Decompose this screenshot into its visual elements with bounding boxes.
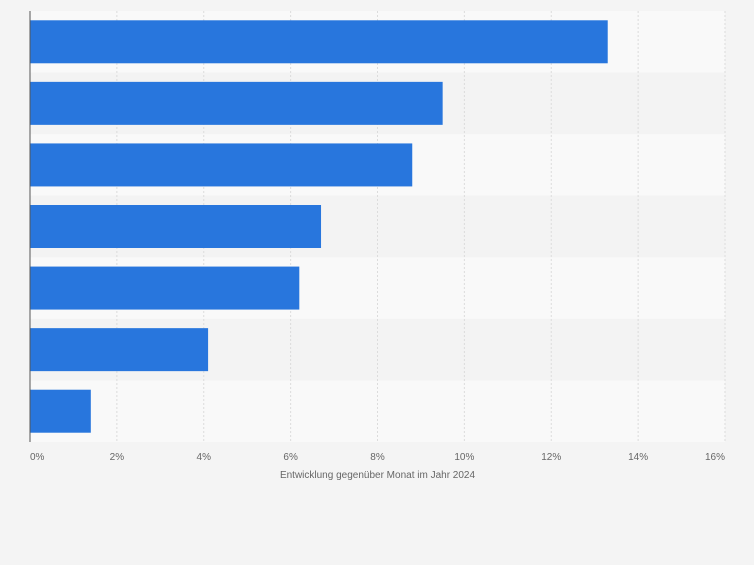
x-tick-labels: 0% 2% 4% 6% 8% 10% 12% 14% 16% (30, 452, 725, 463)
x-tick-label: 6% (283, 452, 298, 463)
bar[interactable] (30, 20, 608, 64)
bar[interactable] (30, 81, 443, 125)
bar[interactable] (30, 328, 209, 372)
bar[interactable] (30, 205, 322, 248)
bar[interactable] (30, 389, 91, 433)
x-tick-label: 8% (370, 452, 385, 463)
x-tick-label: 2% (110, 452, 125, 463)
x-tick-label: 12% (541, 452, 561, 463)
x-tick-label: 4% (197, 452, 212, 463)
bar[interactable] (30, 266, 300, 310)
x-tick-label: 16% (705, 452, 725, 463)
x-axis-label: Entwicklung gegenüber Monat im Jahr 2024 (280, 470, 476, 481)
x-tick-label: 14% (628, 452, 648, 463)
x-tick-label: 0% (30, 452, 45, 463)
bar[interactable] (30, 143, 413, 187)
bars (30, 20, 608, 433)
x-tick-label: 10% (454, 452, 474, 463)
